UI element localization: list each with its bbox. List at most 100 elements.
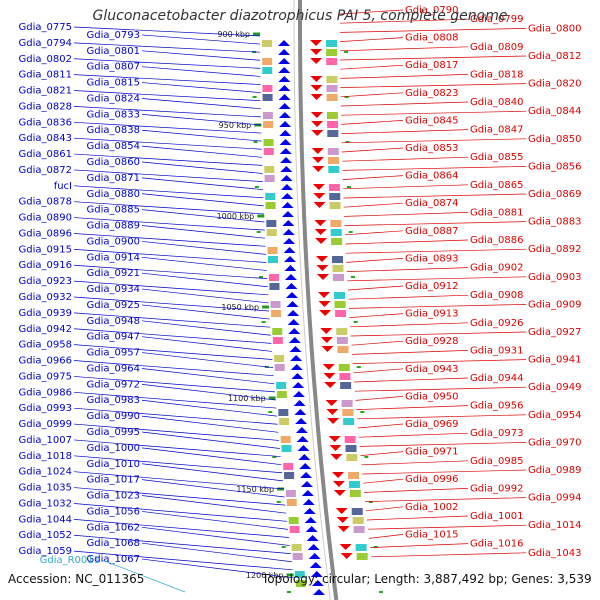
- cog-category-block: [262, 94, 273, 101]
- right-leader-line: [365, 506, 404, 512]
- reverse-gene-arrow: [310, 76, 323, 82]
- left-gene-label: Gdia_0958: [19, 340, 72, 351]
- reverse-gene-arrow: [337, 526, 350, 532]
- right-leader-line: [350, 331, 527, 337]
- kbp-tick-label: 1050 kbp: [221, 303, 259, 312]
- right-leader-line: [340, 46, 469, 52]
- cog-category-block: [330, 229, 342, 236]
- right-gene-label: Gdia_0850: [528, 134, 581, 145]
- left-gene-label: Gdia_0828: [19, 101, 72, 112]
- forward-gene-arrow: [312, 589, 325, 595]
- forward-gene-arrow: [278, 40, 291, 46]
- right-leader-line: [340, 55, 527, 61]
- cog-category-block: [274, 364, 285, 371]
- forward-gene-arrow: [291, 373, 304, 379]
- forward-gene-arrow: [281, 202, 294, 208]
- reverse-gene-arrow: [316, 274, 329, 280]
- right-gene-label: Gdia_0840: [470, 97, 523, 108]
- left-gene-label: Gdia_0934: [87, 284, 140, 295]
- forward-gene-arrow: [278, 94, 291, 100]
- left-leader-line: [73, 503, 288, 522]
- left-leader-line: [141, 399, 277, 417]
- forward-gene-arrow: [302, 499, 315, 505]
- cog-category-block: [268, 256, 279, 263]
- cog-category-block: [340, 382, 352, 389]
- reverse-gene-arrow: [316, 256, 329, 262]
- left-gene-label: Gdia_1068: [87, 538, 140, 549]
- forward-gene-arrow: [289, 346, 302, 352]
- right-gene-label: Gdia_0956: [470, 401, 523, 412]
- cog-category-block: [292, 553, 303, 560]
- topology-text: Topology: circular; Length: 3,887,492 bp…: [262, 572, 592, 586]
- left-gene-label: Gdia_0964: [87, 363, 140, 374]
- cog-category-block: [283, 463, 294, 470]
- cog-category-block: [327, 130, 339, 137]
- inner-ring: [293, 0, 331, 600]
- reverse-gene-arrow: [314, 229, 327, 235]
- gc-marker: [256, 231, 261, 233]
- left-leader-line: [141, 479, 285, 498]
- right-gene-label: Gdia_0943: [405, 364, 458, 375]
- reverse-gene-arrow: [321, 346, 334, 352]
- forward-gene-arrow: [292, 382, 305, 388]
- right-gene-label: Gdia_0989: [528, 465, 581, 476]
- left-gene-label: Gdia_0999: [19, 419, 72, 430]
- reverse-gene-arrow: [333, 490, 346, 496]
- left-gene-label: Gdia_0880: [87, 189, 140, 200]
- right-leader-line: [345, 239, 469, 245]
- kbp-tick-label: 1000 kbp: [217, 212, 255, 221]
- gc-marker: [353, 321, 358, 323]
- left-gene-label: Gdia_0871: [87, 173, 140, 184]
- cog-category-block: [284, 472, 295, 479]
- right-gene-label: Gdia_0992: [470, 483, 523, 494]
- forward-gene-arrow: [280, 157, 293, 163]
- forward-gene-arrow: [278, 76, 291, 82]
- left-gene-label: Gdia_0986: [19, 387, 72, 398]
- right-gene-label: Gdia_0809: [470, 42, 523, 53]
- right-leader-line: [348, 294, 469, 300]
- reverse-gene-arrow: [332, 472, 345, 478]
- left-gene-label: Gdia_1010: [87, 459, 140, 470]
- right-leader-line: [353, 368, 404, 374]
- right-leader-line: [348, 304, 527, 309]
- cog-category-block: [265, 202, 276, 209]
- right-leader-line: [357, 414, 527, 420]
- left-leader-line: [141, 463, 283, 482]
- left-gene-label: Gdia_1023: [87, 491, 140, 502]
- cog-category-block: [346, 454, 358, 461]
- right-leader-line: [354, 377, 469, 383]
- left-leader-line: [73, 296, 270, 312]
- right-leader-line: [360, 451, 404, 456]
- cog-category-block: [326, 85, 338, 92]
- right-gene-label: Gdia_0864: [405, 171, 458, 182]
- left-leader-line: [141, 336, 272, 352]
- rna-gene-label: Gdia_R0011: [40, 555, 100, 566]
- right-gene-label: Gdia_0912: [405, 281, 458, 292]
- cog-category-block: [295, 580, 306, 587]
- gc-marker: [356, 366, 361, 368]
- cog-category-block: [334, 301, 346, 308]
- right-gene-label: Gdia_0954: [528, 410, 581, 421]
- cog-category-block: [291, 544, 302, 551]
- left-leader-line: [141, 526, 290, 546]
- cog-category-block: [337, 346, 349, 353]
- left-leader-line: [141, 511, 289, 530]
- right-leader-line: [362, 469, 527, 475]
- left-gene-label: Gdia_1052: [19, 530, 72, 541]
- right-leader-line: [366, 515, 469, 521]
- left-gene-label: Gdia_0921: [87, 268, 140, 279]
- right-gene-label: Gdia_0823: [405, 88, 458, 99]
- right-gene-label: Gdia_0812: [528, 51, 581, 62]
- gc-marker: [344, 51, 349, 53]
- cog-category-block: [327, 121, 339, 128]
- right-leader-line: [340, 83, 527, 88]
- left-gene-label: Gdia_1032: [19, 498, 72, 509]
- left-gene-label: Gdia_0793: [87, 30, 140, 41]
- cog-category-block: [351, 508, 363, 515]
- reverse-gene-arrow: [320, 328, 333, 334]
- forward-gene-arrow: [286, 301, 299, 307]
- right-gene-label: Gdia_0865: [470, 180, 523, 191]
- gc-marker: [345, 141, 350, 143]
- left-gene-label: Gdia_0854: [87, 141, 140, 152]
- gc-marker: [348, 231, 353, 233]
